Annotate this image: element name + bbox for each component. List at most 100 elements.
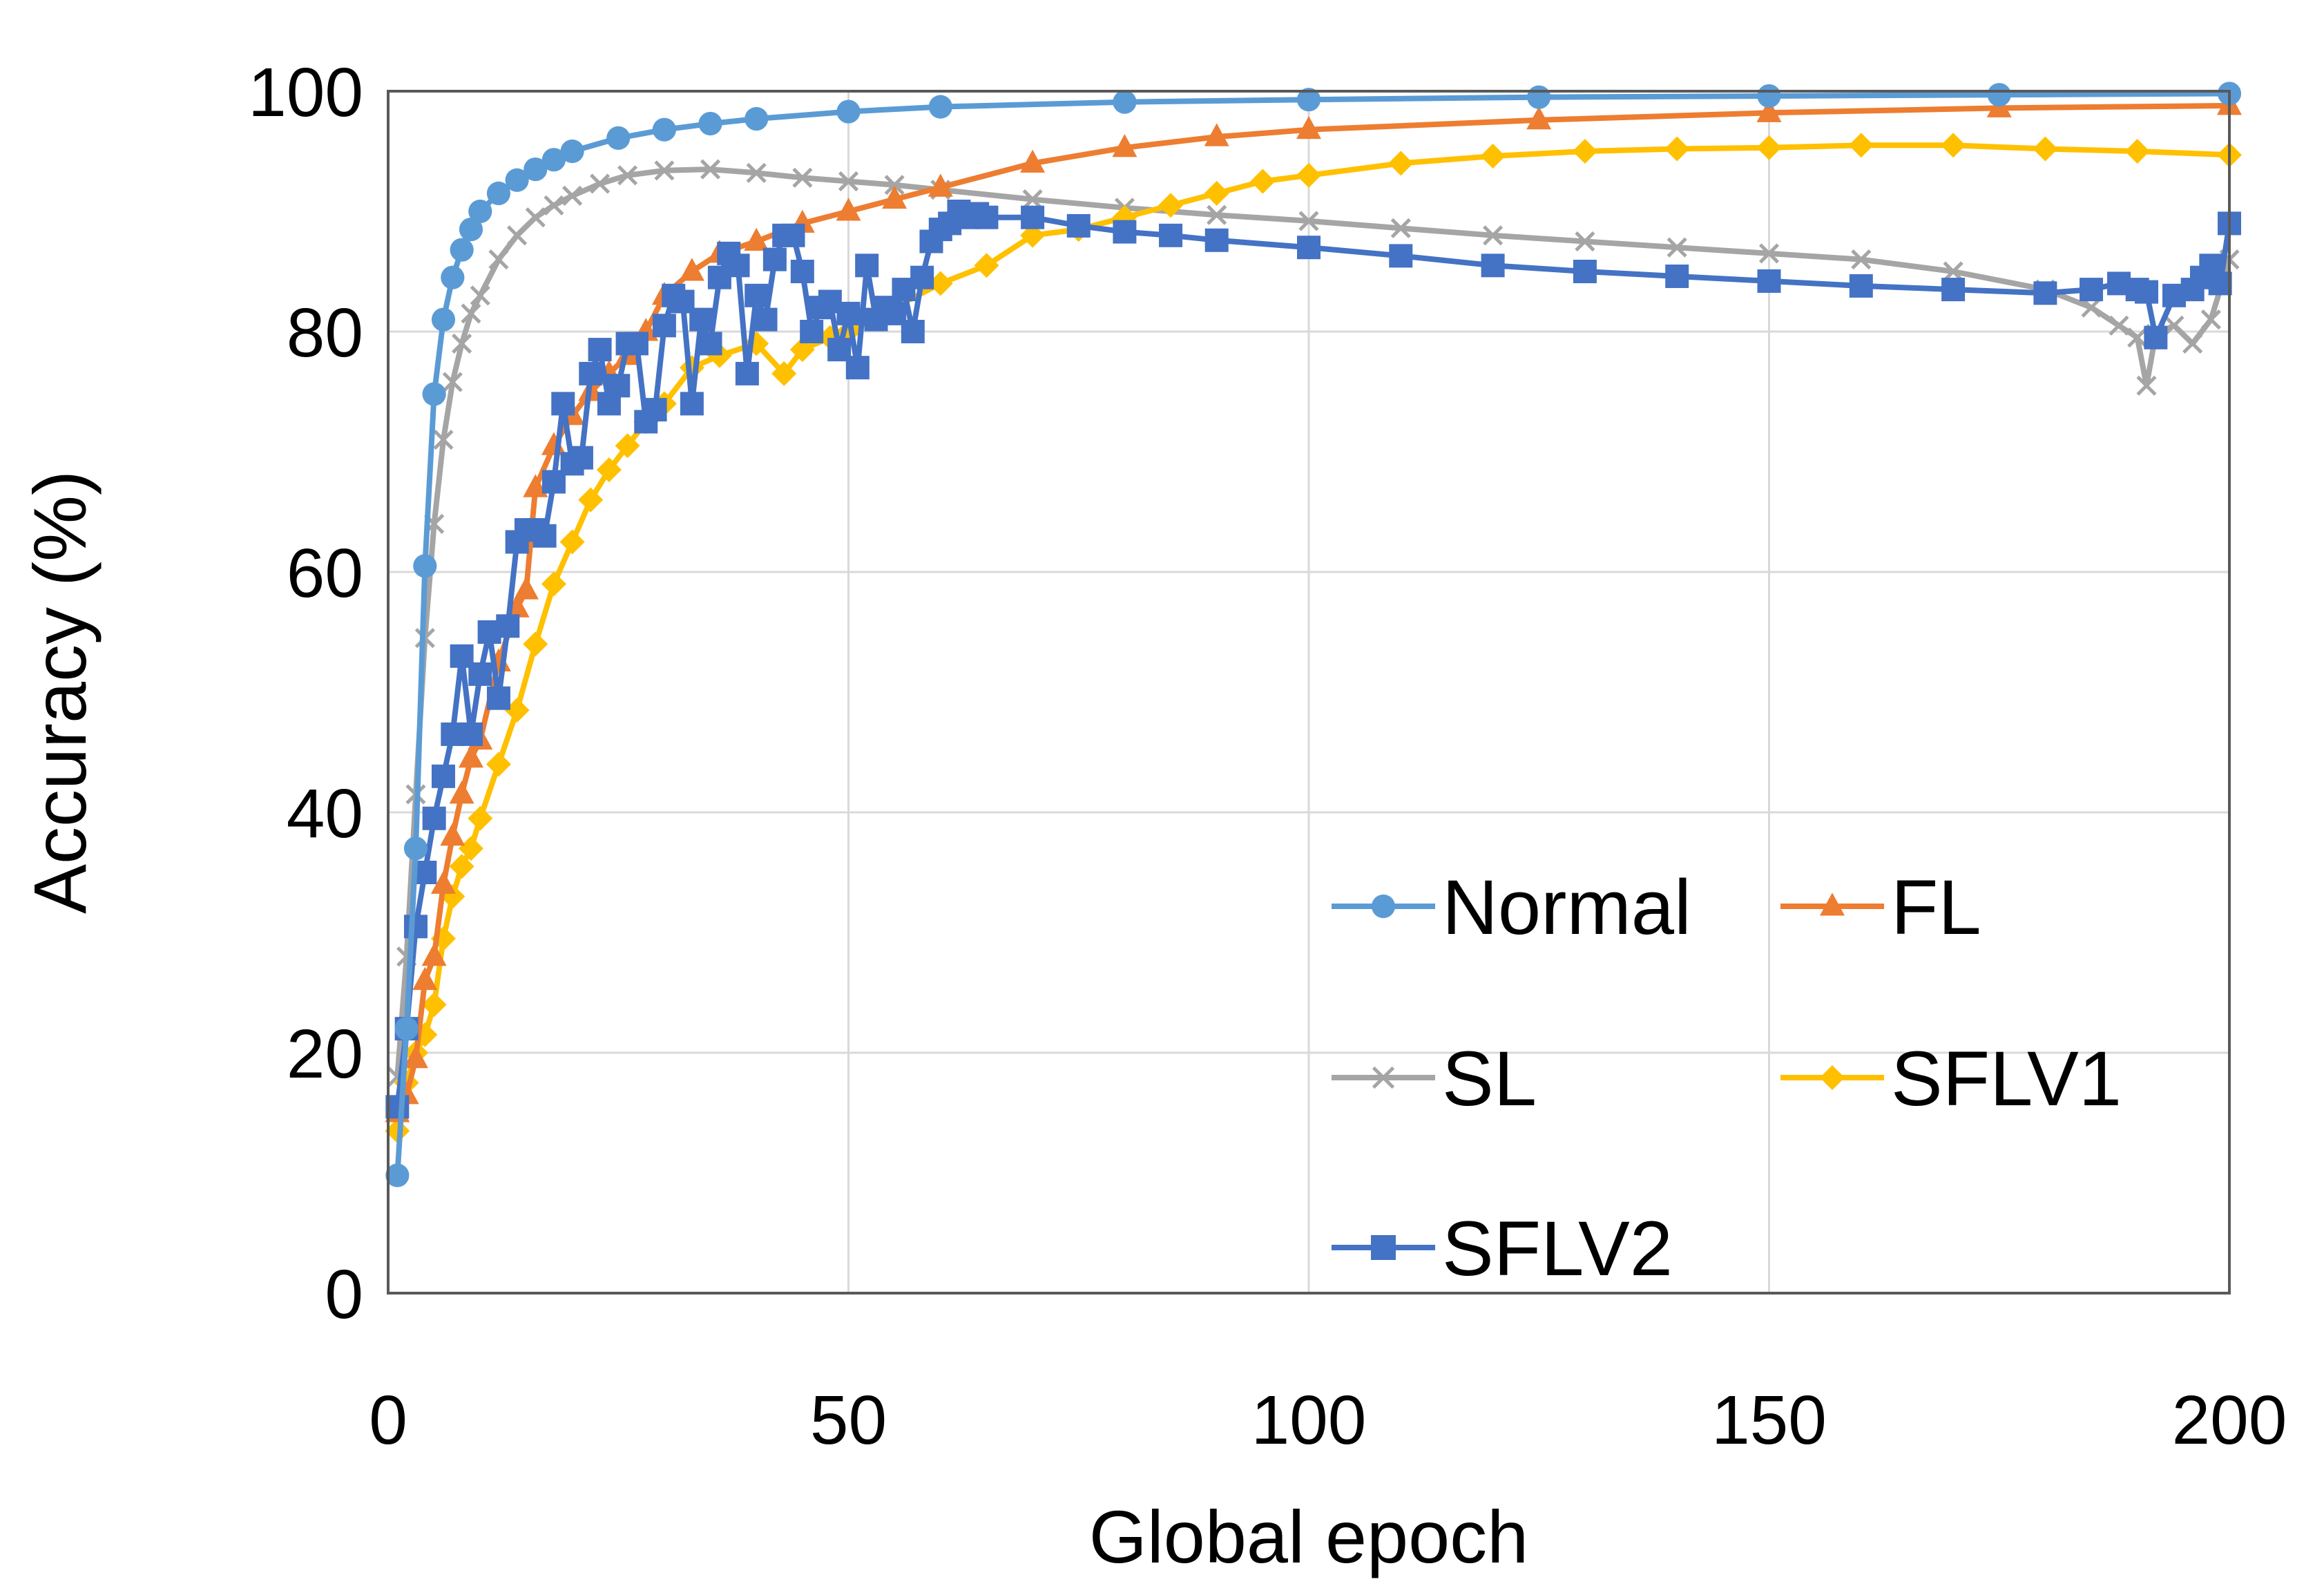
data-point-sl (452, 333, 472, 354)
data-point-sflv2 (2135, 280, 2159, 304)
y-tick-label: 80 (287, 294, 363, 372)
data-point-sflv2 (689, 307, 713, 332)
legend-label-fl: FL (1891, 864, 1981, 951)
data-point-normal (1527, 85, 1551, 109)
data-point-sflv2 (468, 662, 492, 686)
data-point-sflv2 (753, 307, 778, 332)
data-point-sflv2 (2033, 281, 2057, 305)
data-point-sl (1483, 225, 1504, 246)
data-point-sl (654, 160, 675, 181)
data-point-sflv2 (1113, 220, 1137, 244)
data-point-fl (513, 576, 539, 600)
legend-entry-sl: SL (1332, 1035, 1537, 1122)
data-point-fl (430, 870, 456, 894)
legend-label-sflv2: SFLV2 (1442, 1205, 1673, 1292)
data-point-sflv2 (532, 524, 557, 548)
data-point-sflv2 (698, 332, 722, 356)
data-point-fl (1756, 99, 1782, 122)
data-point-sflv1 (449, 854, 474, 879)
data-point-sflv1 (385, 1118, 410, 1144)
data-point-sflv2 (836, 301, 861, 325)
data-point-sflv2 (680, 392, 704, 416)
data-point-sflv2 (1757, 269, 1781, 293)
data-point-sflv2 (1021, 205, 1045, 229)
data-point-sflv1 (789, 337, 815, 363)
data-point-sl (838, 171, 859, 192)
data-point-sflv1 (559, 529, 585, 555)
data-point-normal (422, 382, 446, 406)
data-point-sl (1575, 231, 1595, 252)
data-point-fl (1296, 115, 1321, 140)
data-point-fl (421, 943, 447, 966)
data-point-sflv2 (1849, 274, 1873, 298)
data-point-sflv1 (1388, 151, 1414, 176)
data-point-sl (470, 285, 490, 306)
data-point-sflv2 (800, 320, 824, 343)
data-point-normal (450, 238, 474, 262)
data-point-sflv1 (1296, 162, 1321, 188)
data-point-sflv2 (845, 356, 870, 380)
data-point-fl (882, 185, 907, 209)
legend-marker-sflv1 (1820, 1065, 1845, 1090)
data-point-sl (525, 207, 546, 228)
data-point-sl (2200, 309, 2221, 330)
x-tick-label: 50 (810, 1382, 887, 1459)
legend-marker-sl (1372, 1066, 1395, 1089)
data-point-sl (1207, 204, 1227, 225)
y-tick-label: 100 (248, 54, 363, 131)
data-point-sflv2 (1665, 264, 1689, 288)
data-point-sflv2 (579, 361, 603, 385)
legend: Normal FL SL SFLV1 SFLV2 (1332, 864, 2122, 1292)
x-tick-label: 200 (2172, 1382, 2287, 1459)
data-point-sflv2 (551, 392, 575, 416)
legend-label-sflv1: SFLV1 (1891, 1035, 2122, 1122)
data-point-sl (1943, 261, 1963, 282)
data-point-sflv1 (486, 752, 511, 777)
data-point-fl (1526, 106, 1552, 130)
data-point-sflv2 (790, 260, 814, 283)
data-point-sflv2 (855, 254, 879, 278)
data-point-normal (468, 199, 492, 224)
data-point-fl (458, 744, 483, 768)
data-point-sflv1 (504, 698, 530, 723)
data-point-sflv2 (643, 398, 667, 422)
series-normal (385, 82, 2242, 1187)
data-point-sflv2 (2144, 325, 2168, 350)
data-point-sl (2136, 375, 2157, 396)
data-point-fl (523, 474, 548, 497)
data-point-sflv2 (606, 374, 631, 398)
data-point-sflv2 (1481, 254, 1505, 278)
data-point-sflv1 (1204, 180, 1229, 206)
series-sflv2 (385, 200, 2241, 1119)
data-point-sflv1 (771, 361, 797, 386)
data-point-fl (440, 823, 465, 846)
data-point-sflv2 (1066, 213, 1091, 238)
data-point-sflv1 (1572, 139, 1597, 164)
data-point-normal (1987, 83, 2011, 107)
data-point-normal (698, 111, 722, 136)
data-point-fl (679, 258, 704, 281)
x-axis-title: Global epoch (1089, 1495, 1528, 1578)
data-point-sflv1 (2124, 139, 2150, 164)
data-point-normal (441, 265, 465, 289)
gridlines (388, 91, 2229, 1293)
data-point-fl (928, 173, 953, 197)
legend-label-normal: Normal (1442, 864, 1691, 951)
data-point-sflv1 (523, 631, 548, 657)
data-point-sflv2 (1389, 244, 1413, 268)
data-point-sl (1851, 249, 1872, 270)
data-point-sl (461, 303, 481, 324)
data-point-sflv2 (569, 446, 593, 470)
data-point-normal (1296, 88, 1321, 112)
data-point-sflv1 (1250, 169, 1276, 194)
data-point-sflv2 (2080, 278, 2104, 302)
y-tick-label: 20 (287, 1015, 363, 1093)
data-point-sl (2081, 297, 2102, 318)
data-point-sflv1 (468, 805, 493, 831)
data-point-sflv2 (422, 806, 446, 830)
data-point-normal (541, 148, 566, 172)
data-point-sl (1758, 243, 1780, 264)
data-point-fl (1112, 133, 1137, 157)
data-point-fl (1020, 149, 1046, 173)
